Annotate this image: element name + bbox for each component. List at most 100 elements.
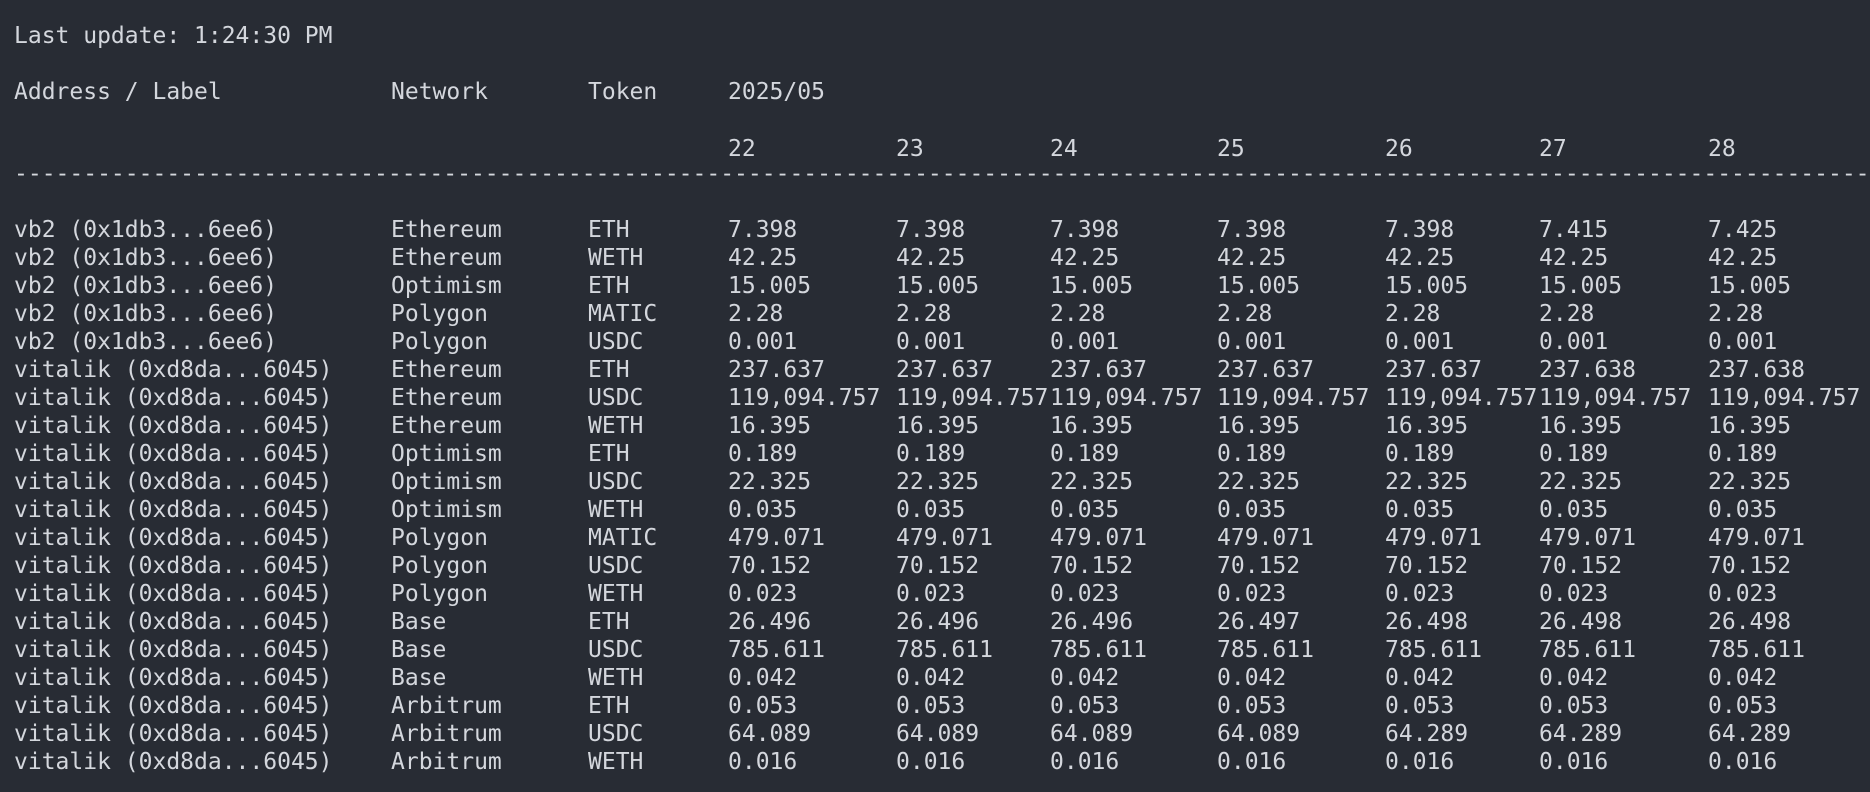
balance-cell: 785.611 [728, 637, 825, 663]
balance-cell: 42.25 [1708, 245, 1778, 271]
balance-cell: 42.25 [896, 245, 966, 271]
balance-cell: 0.189 [1708, 441, 1778, 467]
balance-cell: 785.611 [896, 637, 993, 663]
balance-cell: 0.042 [896, 665, 966, 691]
network-cell: Arbitrum [391, 749, 502, 775]
balance-cell: 0.016 [1539, 749, 1609, 775]
network-cell: Optimism [391, 497, 502, 523]
balance-cell: 64.289 [1539, 721, 1623, 747]
balance-cell: 0.001 [728, 329, 798, 355]
network-cell: Ethereum [391, 357, 502, 383]
balance-cell: 237.638 [1539, 357, 1636, 383]
balance-cell: 16.395 [1708, 413, 1792, 439]
balance-cell: 479.071 [1385, 525, 1482, 551]
table-row: vitalik (0xd8da...6045) Arbitrum WETH 0.016… [0, 748, 1870, 776]
table-row: vitalik (0xd8da...6045) Polygon WETH 0.023 0… [0, 580, 1870, 608]
token-cell: WETH [588, 497, 644, 523]
network-cell: Ethereum [391, 245, 502, 271]
column-header-token: Token [588, 79, 658, 105]
balance-cell: 2.28 [728, 301, 784, 327]
balance-cell: 0.001 [896, 329, 966, 355]
balance-cell: 2.28 [1385, 301, 1441, 327]
balance-cell: 70.152 [1708, 553, 1792, 579]
day-header: 25 [1217, 136, 1245, 162]
table-row: vitalik (0xd8da...6045) Polygon MATIC 479.0… [0, 524, 1870, 552]
balance-cell: 26.496 [1050, 609, 1134, 635]
balance-cell: 0.042 [1708, 665, 1778, 691]
balance-cell: 119,094.757 [1050, 385, 1203, 411]
balance-cell: 237.637 [896, 357, 993, 383]
balance-cell: 785.611 [1539, 637, 1636, 663]
token-cell: USDC [588, 329, 644, 355]
address-cell: vitalik (0xd8da...6045) [14, 665, 333, 691]
balance-cell: 0.023 [1217, 581, 1287, 607]
day-header: 28 [1708, 136, 1736, 162]
token-cell: ETH [588, 357, 630, 383]
balance-cell: 119,094.757 [728, 385, 881, 411]
address-cell: vitalik (0xd8da...6045) [14, 721, 333, 747]
balance-cell: 15.005 [896, 273, 980, 299]
balance-cell: 70.152 [1539, 553, 1623, 579]
address-cell: vitalik (0xd8da...6045) [14, 385, 333, 411]
table-row: vitalik (0xd8da...6045) Optimism ETH 0.189 0… [0, 440, 1870, 468]
balance-cell: 0.189 [1385, 441, 1455, 467]
balance-cell: 7.398 [728, 217, 798, 243]
balance-cell: 479.071 [728, 525, 825, 551]
balance-cell: 0.016 [1708, 749, 1778, 775]
network-cell: Optimism [391, 441, 502, 467]
balance-cell: 119,094.757 [1217, 385, 1370, 411]
table-row: vitalik (0xd8da...6045) Optimism USDC 22.32… [0, 468, 1870, 496]
address-cell: vb2 (0x1db3...6ee6) [14, 273, 278, 299]
balance-cell: 15.005 [1217, 273, 1301, 299]
balance-cell: 0.053 [1539, 693, 1609, 719]
balance-cell: 0.035 [1050, 497, 1120, 523]
balance-cell: 42.25 [1385, 245, 1455, 271]
balance-cell: 0.016 [1050, 749, 1120, 775]
balance-cell: 7.398 [896, 217, 966, 243]
network-cell: Polygon [391, 301, 488, 327]
balance-cell: 70.152 [728, 553, 812, 579]
balance-cell: 64.089 [1050, 721, 1134, 747]
token-cell: ETH [588, 609, 630, 635]
token-cell: WETH [588, 749, 644, 775]
token-cell: WETH [588, 581, 644, 607]
address-cell: vitalik (0xd8da...6045) [14, 553, 333, 579]
balance-cell: 0.023 [1385, 581, 1455, 607]
balance-cell: 2.28 [1539, 301, 1595, 327]
balance-cell: 15.005 [1708, 273, 1792, 299]
balance-cell: 0.053 [728, 693, 798, 719]
balance-cell: 0.001 [1385, 329, 1455, 355]
balance-cell: 237.637 [1050, 357, 1147, 383]
balance-cell: 2.28 [1708, 301, 1764, 327]
balance-cell: 0.001 [1217, 329, 1287, 355]
balance-cell: 64.089 [1217, 721, 1301, 747]
network-cell: Polygon [391, 581, 488, 607]
balance-cell: 22.325 [1539, 469, 1623, 495]
address-cell: vitalik (0xd8da...6045) [14, 609, 333, 635]
address-cell: vitalik (0xd8da...6045) [14, 357, 333, 383]
balance-cell: 0.016 [728, 749, 798, 775]
balance-cell: 119,094.757 [896, 385, 1049, 411]
balance-cell: 16.395 [728, 413, 812, 439]
token-cell: MATIC [588, 525, 658, 551]
balance-cell: 119,094.757 [1385, 385, 1538, 411]
table-row: vitalik (0xd8da...6045) Arbitrum ETH 0.053 0… [0, 692, 1870, 720]
balance-cell: 22.325 [728, 469, 812, 495]
address-cell: vitalik (0xd8da...6045) [14, 497, 333, 523]
token-cell: USDC [588, 469, 644, 495]
balance-cell: 22.325 [896, 469, 980, 495]
balance-cell: 22.325 [1050, 469, 1134, 495]
balance-cell: 0.042 [1385, 665, 1455, 691]
balance-cell: 0.053 [1217, 693, 1287, 719]
address-cell: vb2 (0x1db3...6ee6) [14, 217, 278, 243]
table-row: vb2 (0x1db3...6ee6) Ethereum ETH 7.398 7.398… [0, 216, 1870, 244]
balance-cell: 0.035 [896, 497, 966, 523]
day-header: 26 [1385, 136, 1413, 162]
day-header: 23 [896, 136, 924, 162]
balance-cell: 0.042 [1050, 665, 1120, 691]
balance-cell: 2.28 [1050, 301, 1106, 327]
balance-cell: 0.023 [728, 581, 798, 607]
balance-cell: 0.035 [728, 497, 798, 523]
last-update-text: Last update: 1:24:30 PM [14, 23, 333, 49]
network-cell: Ethereum [391, 413, 502, 439]
